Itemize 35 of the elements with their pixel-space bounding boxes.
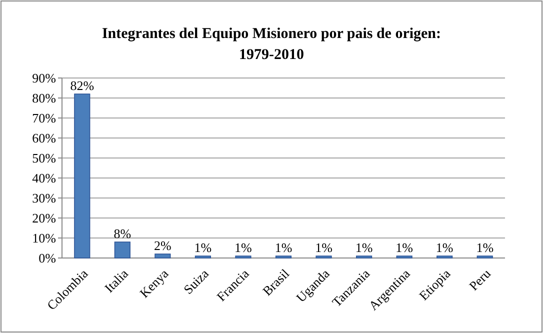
x-tick-label: Peru <box>466 266 494 294</box>
data-label: 82% <box>70 78 94 93</box>
data-label: 2% <box>154 238 172 253</box>
y-tick-label: 90% <box>32 70 56 86</box>
bar <box>114 242 130 258</box>
data-label: 1% <box>274 240 292 255</box>
bar <box>154 254 171 258</box>
data-label: 1% <box>396 240 414 255</box>
bar <box>235 256 252 258</box>
y-tick-label: 20% <box>32 210 56 226</box>
bar <box>194 256 212 258</box>
y-tick-label: 50% <box>32 150 56 166</box>
y-tick-label: 60% <box>32 130 56 146</box>
bar <box>476 256 493 258</box>
y-tick-label: 70% <box>32 110 56 126</box>
y-tick-label: 40% <box>32 170 56 186</box>
data-label: 1% <box>194 240 212 255</box>
data-label: 8% <box>114 226 132 241</box>
data-label: 1% <box>315 240 333 255</box>
bar <box>74 94 90 258</box>
y-tick-label: 80% <box>32 90 56 106</box>
chart-title: Integrantes del Equipo Misionero por pais de origen: 1979-2010 <box>102 26 442 63</box>
x-tick-label: Italia <box>101 266 132 296</box>
y-tick-label: 10% <box>32 230 56 246</box>
bar <box>275 256 292 258</box>
data-label: 1% <box>355 240 373 255</box>
y-tick-label: 0% <box>38 250 56 266</box>
bar <box>436 256 453 258</box>
bar <box>396 256 412 258</box>
bar <box>316 256 332 258</box>
bar <box>356 256 372 258</box>
data-label: 1% <box>436 240 454 255</box>
data-label: 1% <box>234 240 252 255</box>
y-tick-label: 30% <box>32 190 56 206</box>
data-label: 1% <box>476 240 494 255</box>
